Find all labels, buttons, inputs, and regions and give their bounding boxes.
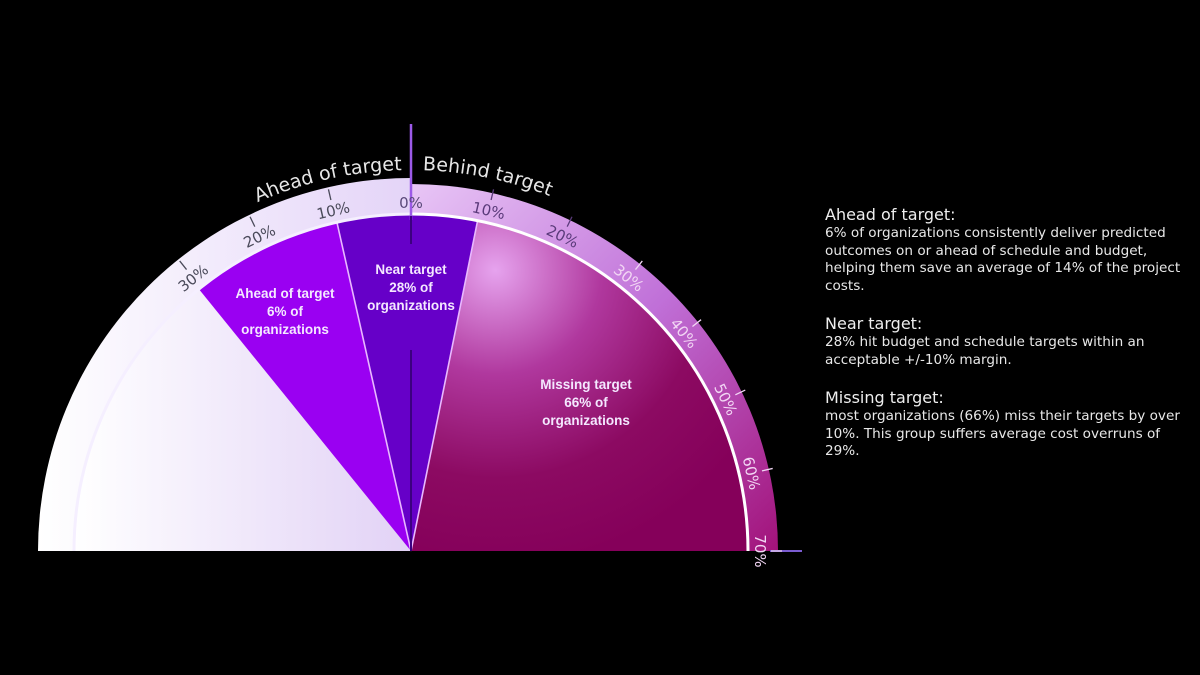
segment-label: 66% of	[564, 395, 608, 410]
tick-mark	[634, 260, 643, 270]
inner-ring	[410, 212, 750, 552]
note-body: 28% hit budget and schedule targets with…	[825, 334, 1145, 368]
note-body: 6% of organizations consistently deliver…	[825, 225, 1181, 294]
note-ahead: Ahead of target: 6% of organizations con…	[825, 205, 1195, 295]
notes-panel: Ahead of target: 6% of organizations con…	[825, 205, 1195, 480]
note-title: Ahead of target:	[825, 205, 956, 224]
note-title: Near target:	[825, 314, 923, 333]
tick-mark	[490, 189, 495, 201]
tick-mark	[566, 216, 573, 227]
segment-divider	[410, 220, 479, 552]
note-near: Near target: 28% hit budget and schedule…	[825, 314, 1195, 369]
segment-label: organizations	[542, 413, 630, 428]
segment-label: 28% of	[389, 280, 433, 295]
note-title: Missing target:	[825, 388, 944, 407]
tick-mark	[249, 216, 256, 227]
tick-mark	[179, 260, 188, 270]
note-missing: Missing target: most organizations (66%)…	[825, 388, 1195, 461]
segment-missing-target	[411, 220, 748, 551]
note-body: most organizations (66%) miss their targ…	[825, 408, 1180, 459]
segment-near-target	[336, 214, 478, 552]
segment-ahead-of-target	[198, 222, 411, 551]
segment-label: 6% of	[267, 304, 304, 319]
segment-label: organizations	[241, 322, 329, 337]
segment-label: Ahead of target	[235, 286, 335, 301]
tick-label: 70%	[751, 534, 769, 567]
background-region	[74, 289, 411, 551]
tick-mark	[735, 389, 746, 396]
tick-label-zero: 0%	[399, 194, 423, 212]
tick-mark	[692, 319, 702, 328]
tick-mark	[761, 467, 773, 472]
segment-label: organizations	[367, 298, 455, 313]
tick-mark	[327, 189, 332, 201]
segment-label: Missing target	[540, 377, 632, 392]
inner-ring	[72, 212, 412, 552]
segment-label: Near target	[375, 262, 447, 277]
segment-divider	[336, 222, 412, 552]
